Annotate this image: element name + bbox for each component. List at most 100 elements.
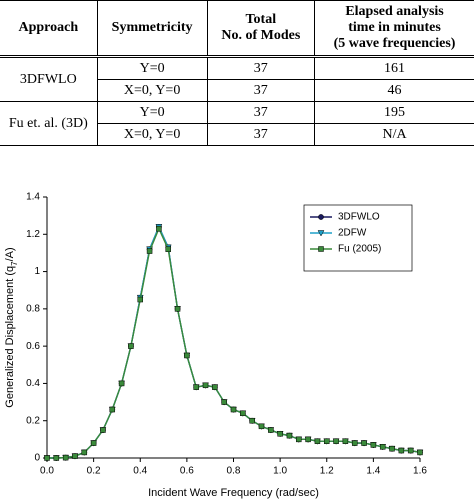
marker xyxy=(342,438,349,444)
x-tick-label: 1.2 xyxy=(320,466,334,477)
y-label-part: 7 xyxy=(10,261,19,266)
approach-cell: Fu et. al. (3D) xyxy=(0,101,98,146)
marker xyxy=(193,384,199,390)
table-cell: 37 xyxy=(206,56,315,80)
x-tick-label: 0.6 xyxy=(180,466,194,477)
x-tick-label: 0.0 xyxy=(40,466,54,477)
marker xyxy=(221,399,227,405)
marker xyxy=(370,442,377,448)
marker xyxy=(53,455,60,461)
y-axis-label: Generalized Displacement (q7/A) xyxy=(4,247,19,407)
header-text: time in minutes xyxy=(348,20,441,35)
marker xyxy=(417,449,423,456)
marker xyxy=(317,230,325,237)
table-cell: 37 xyxy=(206,123,315,146)
approach-cell: 3DFWLO xyxy=(0,56,98,102)
marker xyxy=(146,248,153,254)
legend-label: 2DFW xyxy=(338,228,367,239)
x-tick-label: 0.8 xyxy=(227,466,241,477)
marker xyxy=(389,445,395,452)
x-tick-label: 1.6 xyxy=(413,466,427,477)
marker xyxy=(44,455,50,461)
marker xyxy=(318,246,324,252)
marker xyxy=(128,343,134,349)
y-tick-label: 0 xyxy=(34,453,40,464)
marker xyxy=(398,447,405,454)
table-cell: Y=0 xyxy=(96,56,208,80)
marker xyxy=(156,225,162,232)
y-label-part: /A) xyxy=(4,247,16,261)
marker xyxy=(305,436,311,443)
marker xyxy=(296,436,302,443)
table-row: 3DFWLO Y=0 37 161 xyxy=(0,56,474,102)
y-tick-label: 0.4 xyxy=(26,378,40,389)
table-cell: X=0, Y=0 xyxy=(96,79,208,102)
marker xyxy=(361,440,367,446)
marker xyxy=(81,449,88,456)
marker xyxy=(258,423,265,430)
marker xyxy=(100,427,106,433)
y-tick-label: 1.2 xyxy=(26,229,40,240)
header-cell: Approach xyxy=(0,0,98,58)
x-axis-label: Incident Wave Frequency (rad/sec) xyxy=(148,487,319,499)
marker xyxy=(90,440,97,446)
table-cell: 195 xyxy=(314,101,474,124)
y-tick-label: 1 xyxy=(34,266,40,277)
marker xyxy=(230,406,237,413)
y-tick-label: 0.6 xyxy=(26,341,40,352)
marker xyxy=(351,440,358,446)
marker xyxy=(286,432,293,439)
x-tick-label: 1.4 xyxy=(366,466,380,477)
table-row: Fu et. al. (3D) Y=0 37 195 xyxy=(0,101,474,146)
marker xyxy=(118,380,125,387)
header-cell: Symmetricity xyxy=(96,0,208,58)
header-text: Symmetricity xyxy=(111,20,193,35)
y-tick-label: 0.2 xyxy=(26,415,40,426)
table-cell: 37 xyxy=(206,101,315,124)
table-cell: 37 xyxy=(206,79,315,102)
table-cell: 46 xyxy=(314,79,474,102)
chart: 0 0.2 0.4 0.6 0.8 1 1.2 1.4 0.0 0.2 0.4 0.6 0.8 1.0 1.… xyxy=(4,192,427,499)
marker xyxy=(174,306,181,312)
table-cell: Y=0 xyxy=(96,101,208,124)
y-label-part: Generalized Displacement (q xyxy=(4,266,16,408)
marker xyxy=(314,438,321,444)
y-tick-label: 0.8 xyxy=(26,303,40,314)
x-tick-label: 1.0 xyxy=(273,466,287,477)
header-text: Total xyxy=(245,12,277,27)
marker xyxy=(212,384,218,390)
header-text: Approach xyxy=(18,20,79,35)
table-cell: 161 xyxy=(314,56,474,80)
table-body: 3DFWLO Y=0 37 161 X=0, Y=0 37 46 Fu et. al. (3D… xyxy=(0,56,474,146)
legend-label: Fu (2005) xyxy=(338,244,381,255)
header-cell: Elapsed analysis time in minutes (5 wave f… xyxy=(314,0,474,58)
marker xyxy=(165,246,171,252)
header-text: Elapsed analysis xyxy=(345,4,444,19)
marker xyxy=(137,296,143,303)
x-tick-label: 0.4 xyxy=(133,466,147,477)
marker xyxy=(109,406,116,413)
results-table: Approach Symmetricity Total No. of Modes Ela… xyxy=(0,0,474,146)
header-row: Approach Symmetricity Total No. of Modes Ela… xyxy=(0,0,474,58)
marker xyxy=(184,352,190,359)
table-cell: N/A xyxy=(314,123,474,146)
table-cell: X=0, Y=0 xyxy=(96,123,208,146)
marker xyxy=(333,438,339,444)
marker xyxy=(324,438,330,444)
marker xyxy=(277,431,283,437)
marker xyxy=(62,454,69,461)
header-text: (5 wave frequencies) xyxy=(333,36,456,51)
header-cell: Total No. of Modes xyxy=(206,0,315,58)
marker xyxy=(240,410,246,417)
marker xyxy=(202,382,209,389)
marker xyxy=(249,417,255,424)
table-row: X=0, Y=0 37 N/A xyxy=(0,123,474,146)
marker xyxy=(268,427,274,433)
marker xyxy=(407,447,414,454)
header-text: No. of Modes xyxy=(221,28,301,43)
marker xyxy=(318,214,324,220)
marker xyxy=(379,444,386,450)
table-row: X=0, Y=0 37 46 xyxy=(0,79,474,102)
y-tick-label: 1.4 xyxy=(26,192,40,203)
